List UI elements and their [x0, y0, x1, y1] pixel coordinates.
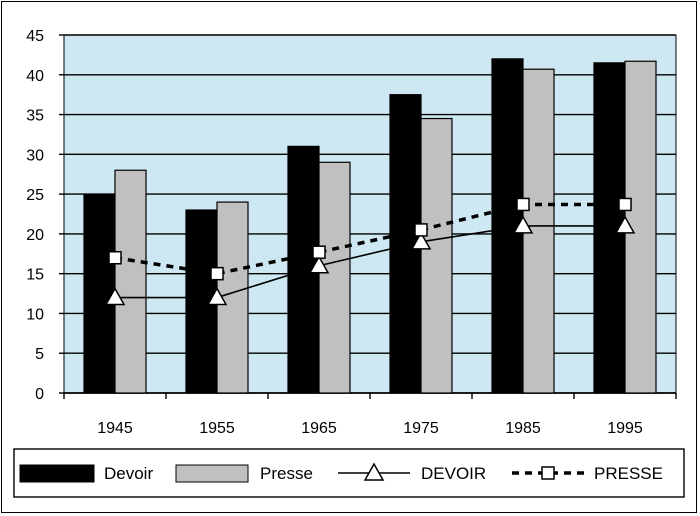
point-square [414, 223, 428, 237]
point-square [210, 266, 224, 281]
point-square [108, 251, 122, 265]
bar-devoir [83, 193, 116, 394]
bar-presse [318, 161, 351, 394]
point-triangle [104, 287, 126, 306]
point-square [516, 197, 530, 212]
x-tick-label: 1985 [505, 420, 541, 437]
bar-devoir [185, 209, 218, 394]
y-tick-label: 45 [26, 28, 44, 45]
plot-area [63, 34, 677, 394]
bar-presse [114, 169, 147, 394]
line-devoir [115, 225, 625, 299]
point-triangle [206, 287, 228, 306]
legend-label: PRESSE [594, 464, 663, 483]
legend-label: DEVOIR [421, 464, 486, 483]
x-tick-label: 1965 [301, 420, 337, 437]
x-tick-label: 1995 [607, 420, 643, 437]
point-triangle [512, 215, 534, 234]
x-tick-label: 1975 [403, 420, 439, 437]
point-triangle [410, 231, 432, 250]
point-square [618, 197, 632, 212]
point-square [312, 245, 326, 259]
y-tick-label: 20 [26, 227, 44, 244]
y-tick-label: 0 [35, 386, 44, 403]
y-tick-label: 30 [26, 147, 44, 164]
line-presse [114, 202, 625, 276]
point-triangle [308, 255, 330, 274]
y-tick-label: 35 [26, 108, 44, 125]
bar-devoir [389, 94, 422, 394]
legend-marker-square [541, 466, 555, 480]
legend-marker-triangle [363, 462, 385, 481]
y-tick-label: 40 [26, 68, 44, 85]
legend-label: Devoir [104, 464, 153, 483]
y-tick-label: 15 [26, 267, 44, 284]
bar-presse [420, 117, 453, 394]
y-tick-label: 25 [26, 187, 44, 204]
legend-swatch-devoir [19, 464, 95, 483]
point-triangle [614, 215, 636, 234]
y-tick-label: 10 [26, 306, 44, 323]
legend-label: Presse [260, 464, 313, 483]
y-tick-label: 5 [35, 346, 44, 363]
x-tick-label: 1955 [199, 420, 235, 437]
legend-swatch-presse [175, 464, 249, 483]
x-tick-label: 1945 [97, 420, 133, 437]
